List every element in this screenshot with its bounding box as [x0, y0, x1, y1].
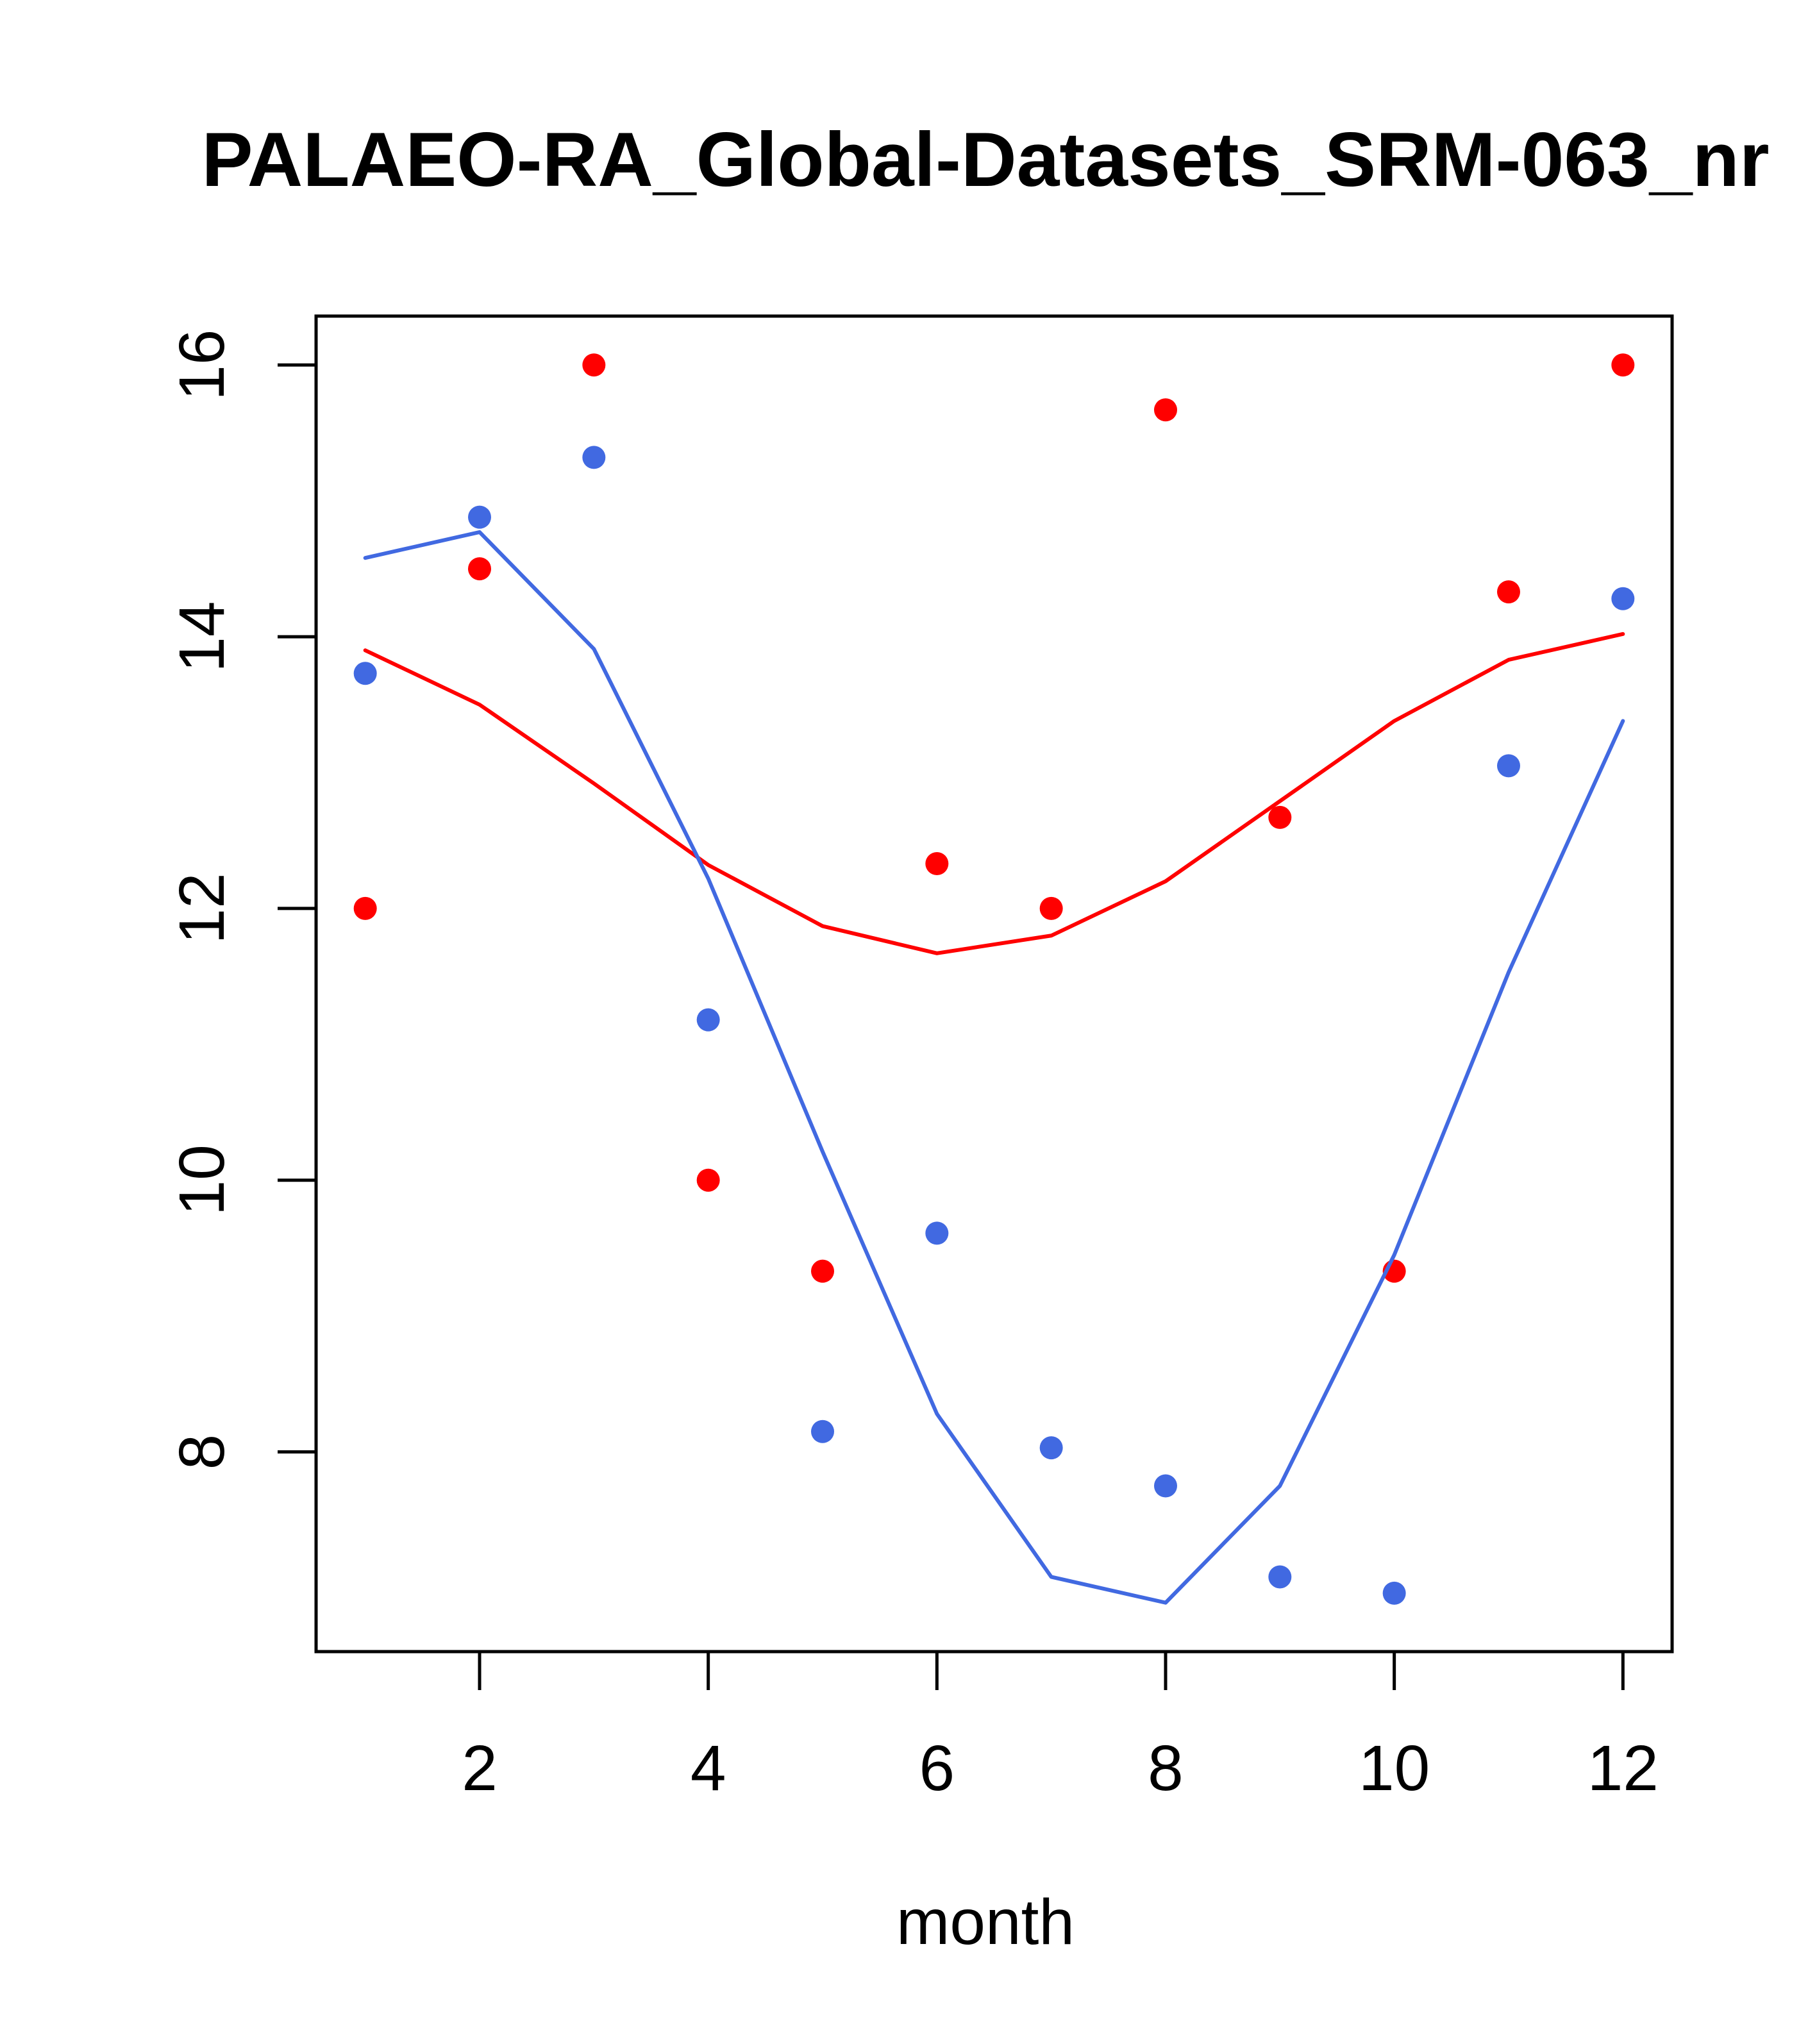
data-point [1039, 896, 1063, 920]
data-point [1496, 754, 1520, 778]
data-point [353, 896, 377, 920]
data-point [582, 446, 606, 469]
data-point [696, 1168, 720, 1192]
data-point [811, 1259, 835, 1283]
x-tick-label: 12 [1587, 1732, 1659, 1804]
data-point [582, 353, 606, 377]
x-tick-label: 2 [462, 1732, 498, 1804]
series-layer [353, 353, 1635, 1605]
data-point [468, 557, 492, 581]
data-point [811, 1420, 835, 1443]
data-point [696, 1008, 720, 1032]
data-point [1382, 1581, 1406, 1605]
data-point [925, 1221, 949, 1245]
series-red-line [363, 632, 1625, 955]
data-point [1496, 580, 1520, 604]
x-axis: 2 4 6 8 10 12 [462, 1652, 1659, 1804]
data-point [468, 505, 492, 529]
data-point [1268, 805, 1292, 829]
series-blue-line [363, 530, 1625, 1605]
series-line [363, 530, 1625, 1605]
y-tick-label: 8 [166, 1434, 238, 1470]
y-tick-label: 16 [166, 330, 238, 401]
series-red-points [353, 353, 1635, 1283]
data-point [1268, 1565, 1292, 1589]
series-blue-points [353, 446, 1635, 1605]
series-line [363, 632, 1625, 955]
data-point [925, 851, 949, 875]
data-point [1611, 587, 1635, 610]
y-tick-label: 14 [166, 601, 238, 672]
chart-title: PALAEO-RA_Global-Datasets_SRM-063_nr [201, 117, 1769, 203]
y-axis: 8 10 12 14 16 [166, 330, 316, 1470]
x-tick-label: 10 [1359, 1732, 1430, 1804]
y-tick-label: 10 [166, 1144, 238, 1216]
x-tick-label: 4 [691, 1732, 726, 1804]
x-tick-label: 8 [1148, 1732, 1184, 1804]
x-tick-label: 6 [919, 1732, 955, 1804]
data-point [1039, 1436, 1063, 1460]
data-point [1153, 1474, 1177, 1498]
x-axis-label: month [896, 1886, 1075, 1958]
data-point [1611, 353, 1635, 377]
plot-frame [314, 314, 1674, 1654]
data-point [1153, 398, 1177, 422]
data-point [353, 662, 377, 685]
y-tick-label: 12 [166, 873, 238, 944]
